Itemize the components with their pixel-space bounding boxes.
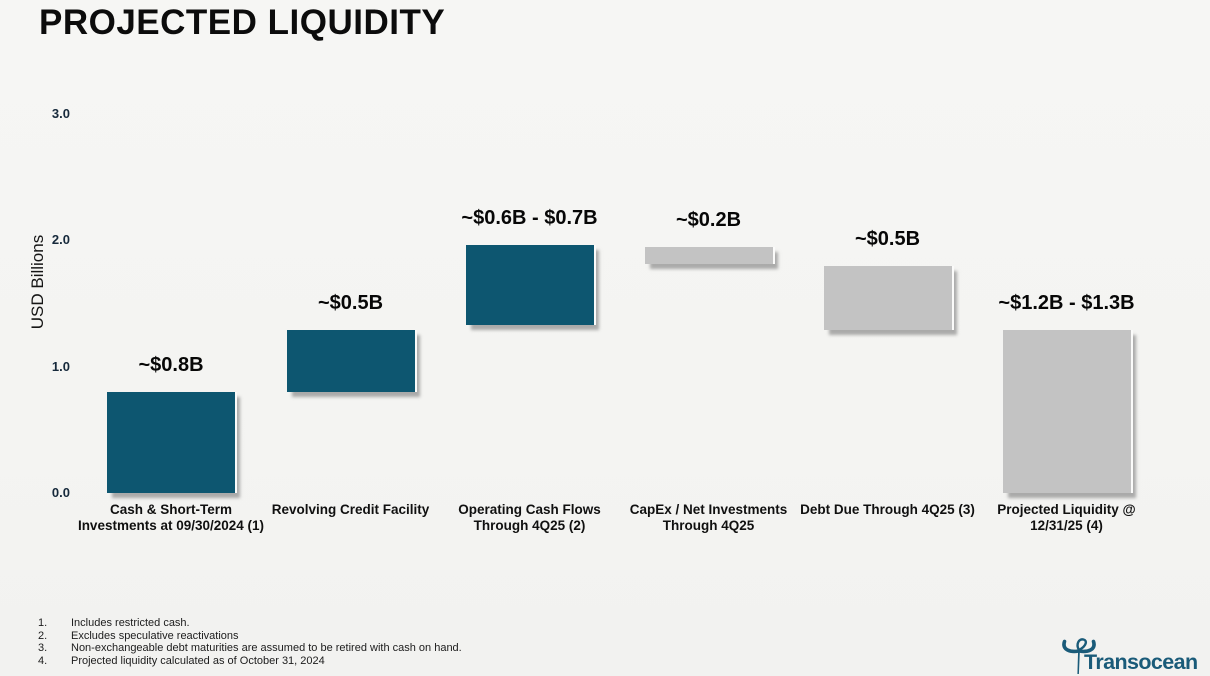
footnote-text: Non-exchangeable debt maturities are ass… (71, 642, 462, 655)
y-axis-tick-2.0: 2.0 (51, 232, 70, 248)
waterfall-bar-2 (286, 330, 415, 392)
bar-value-label-5: ~$0.5B (854, 227, 921, 250)
category-label-2: Revolving Credit Facility (271, 502, 430, 517)
category-label-5: Debt Due Through 4Q25 (3) (800, 502, 975, 517)
category-label-6: Projected Liquidity @ 12/31/25 (4) (997, 502, 1136, 533)
bar-value-label-4: ~$0.2B (675, 208, 742, 231)
footnote-text: Includes restricted cash. (71, 617, 190, 629)
footnote-2: 2. Excludes speculative reactivations (38, 630, 462, 643)
page-title: PROJECTED LIQUIDITY (39, 3, 446, 42)
logo-svg: Transocean (1062, 638, 1198, 674)
y-axis-tick-0.0: 0.0 (51, 485, 70, 500)
transocean-logo: Transocean (1058, 636, 1210, 676)
bar-value-label-6: ~$1.2B - $1.3B (998, 292, 1135, 315)
bar-value-label-2: ~$0.5B (317, 292, 384, 315)
transocean-trident-icon (1062, 638, 1096, 674)
category-label-4: CapEx / Net Investments Through 4Q25 (629, 502, 788, 533)
logo-wordmark: Transocean (1084, 650, 1198, 674)
bar-value-label-1: ~$0.8B (138, 353, 204, 376)
footnote-3: 3. Non-exchangeable debt maturities are … (38, 642, 462, 655)
waterfall-bar-3 (465, 245, 594, 325)
footnote-number: 4. (38, 654, 48, 667)
waterfall-bar-4 (644, 246, 773, 265)
footnote-text: Excludes speculative reactivations (71, 629, 239, 642)
footnote-1: 1. Includes restricted cash. (38, 617, 462, 630)
footnote-number: 1. (38, 617, 48, 629)
y-axis-tick-1.0: 1.0 (51, 358, 70, 374)
category-label-3: Operating Cash Flows Through 4Q25 (2) (458, 502, 601, 533)
category-label-1: Cash & Short-Term Investments at 09/30/2… (77, 502, 265, 533)
waterfall-bar-1 (107, 391, 235, 493)
waterfall-bar-5 (823, 265, 952, 331)
footnote-number: 3. (38, 642, 48, 655)
footnote-number: 2. (38, 629, 48, 642)
footnotes: 1. Includes restricted cash. 2. Excludes… (38, 617, 462, 667)
waterfall-bar-6 (1002, 330, 1131, 493)
y-axis-tick-3.0: 3.0 (51, 106, 70, 122)
footnote-4: 4. Projected liquidity calculated as of … (38, 655, 462, 668)
bar-value-label-3: ~$0.6B - $0.7B (461, 207, 598, 230)
footnote-text: Projected liquidity calculated as of Oct… (71, 654, 325, 667)
